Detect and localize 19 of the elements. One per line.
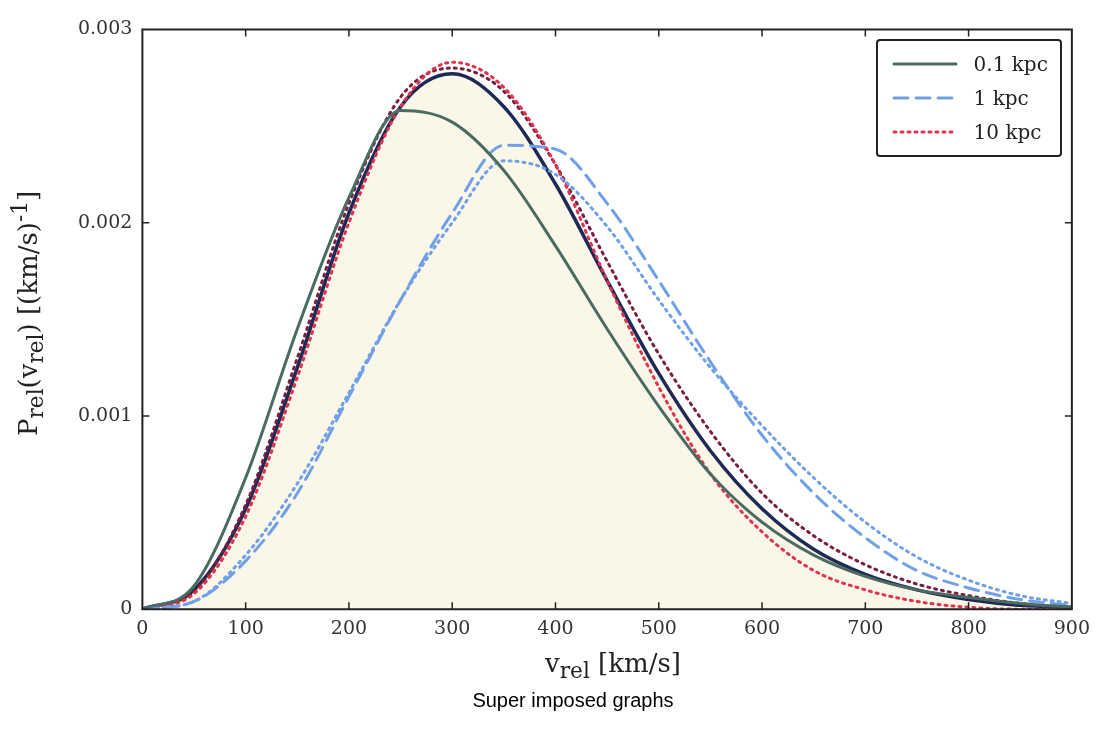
x-tick-label: 100 [227, 615, 264, 638]
y-tick-label: 0.003 [77, 16, 133, 39]
y-tick-label: 0.002 [77, 209, 133, 232]
x-tick-label: 700 [847, 615, 884, 638]
y-tick-label: 0 [120, 596, 133, 619]
y-tick-label: 0.001 [77, 402, 133, 425]
x-tick-label: 200 [330, 615, 368, 638]
x-tick-label: 800 [950, 615, 987, 638]
legend-label: 1 kpc [973, 85, 1029, 113]
legend-label: 0.1 kpc [973, 51, 1048, 79]
x-tick-label: 0 [136, 615, 149, 638]
x-tick-label: 300 [434, 615, 471, 638]
x-axis-title: v$_{rel}$ [km/s] [544, 648, 682, 684]
x-tick-label: 400 [537, 615, 574, 638]
x-tick-label: 900 [1053, 615, 1090, 638]
text: Super imposed graphs [471, 689, 675, 713]
x-tick-label: 500 [640, 615, 677, 638]
x-tick-label: 600 [743, 615, 781, 638]
legend-label: 10 kpc [973, 119, 1042, 147]
